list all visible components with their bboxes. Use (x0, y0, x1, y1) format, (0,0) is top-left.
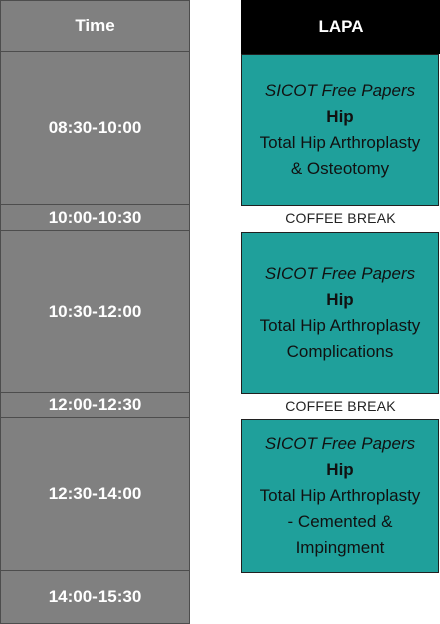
coffee-break-2: COFFEE BREAK (241, 394, 440, 418)
session-title: SICOT Free Papers (264, 434, 416, 453)
session-description-line: & Osteotomy (290, 159, 390, 178)
session-description-line: - Cemented & (287, 512, 393, 531)
time-slot-5: 12:30-14:00 (0, 417, 190, 571)
session-title: SICOT Free Papers (264, 264, 416, 283)
session-block-2: SICOT Free Papers Hip Total Hip Arthropl… (241, 232, 439, 394)
session-description-line: Total Hip Arthroplasty (259, 133, 421, 152)
time-slot-label: 08:30-10:00 (48, 118, 142, 137)
session-block-3: SICOT Free Papers Hip Total Hip Arthropl… (241, 419, 439, 573)
session-topic: Hip (326, 107, 354, 126)
time-slot-label: 14:00-15:30 (48, 587, 142, 606)
session-description-line: Impingment (295, 538, 385, 557)
time-slot-label: 10:00-10:30 (48, 207, 142, 227)
room-column-header: LAPA (241, 0, 440, 54)
time-slot-6: 14:00-15:30 (0, 570, 190, 624)
time-slot-label: 12:00-12:30 (48, 395, 142, 414)
session-description-line: Total Hip Arthroplasty (259, 486, 421, 505)
time-header-label: Time (75, 16, 115, 35)
time-slot-1: 08:30-10:00 (0, 51, 190, 205)
time-slot-3: 10:30-12:00 (0, 230, 190, 393)
time-column-header: Time (0, 0, 190, 52)
time-slot-4: 12:00-12:30 (0, 392, 190, 418)
session-description-line: Complications (286, 342, 394, 361)
coffee-break-label: COFFEE BREAK (285, 398, 396, 414)
session-title: SICOT Free Papers (264, 81, 416, 100)
session-topic: Hip (326, 290, 354, 309)
time-slot-2: 10:00-10:30 (0, 204, 190, 231)
coffee-break-1: COFFEE BREAK (241, 206, 440, 230)
coffee-break-label: COFFEE BREAK (285, 210, 396, 226)
room-header-label: LAPA (318, 17, 364, 36)
session-topic: Hip (326, 460, 354, 479)
session-description-line: Total Hip Arthroplasty (259, 316, 421, 335)
time-slot-label: 10:30-12:00 (48, 301, 142, 321)
time-slot-label: 12:30-14:00 (48, 484, 142, 503)
session-block-1: SICOT Free Papers Hip Total Hip Arthropl… (241, 54, 439, 206)
